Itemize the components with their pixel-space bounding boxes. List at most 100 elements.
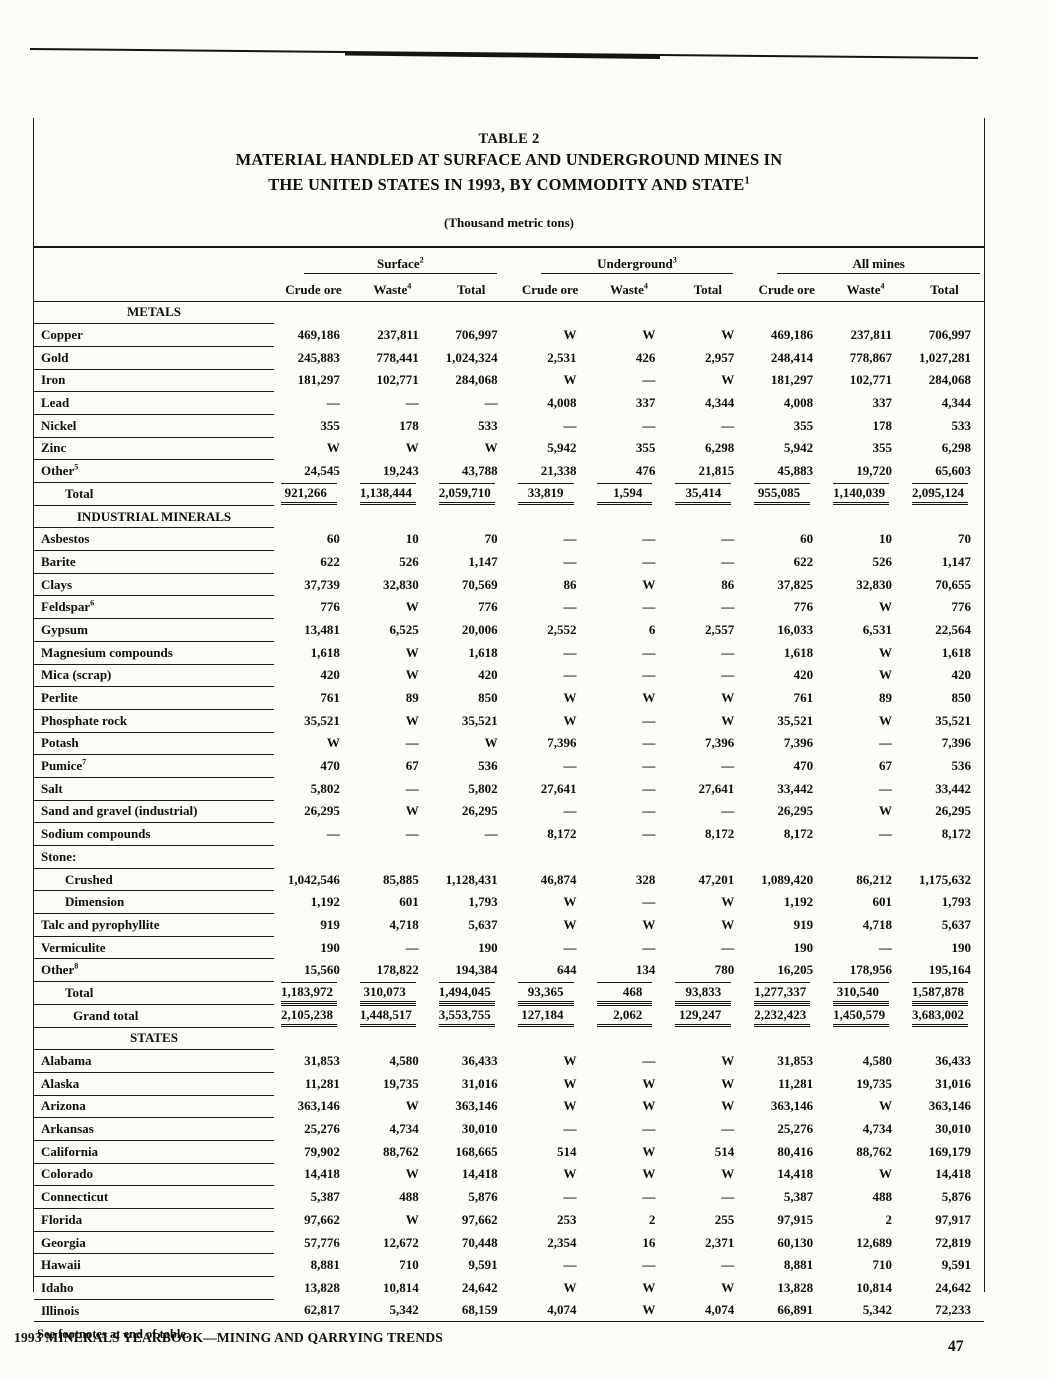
cell-value: 1,192	[310, 894, 340, 910]
cell-value: 43,788	[461, 463, 498, 479]
cell-value: —	[563, 1189, 577, 1205]
sub-column-header: Waste4	[826, 273, 905, 302]
cell-value: —	[405, 395, 419, 411]
cell-value: 2,957	[705, 349, 735, 365]
cell-value: —	[642, 667, 656, 683]
section-heading: STATES	[34, 1027, 274, 1051]
cell-value: 70,448	[461, 1234, 498, 1250]
cell-value: 86,212	[856, 871, 892, 887]
table-row: Connecticut 5,387 488 5,876 — — — 5,387 488 5,876	[34, 1185, 984, 1209]
cell-value: 2,059,710	[432, 482, 511, 506]
cell-value: 12,672	[383, 1234, 419, 1250]
cell-value: W	[642, 916, 656, 932]
cell-value: 8,881	[310, 1257, 340, 1273]
cell-value: —	[563, 1257, 577, 1273]
row-label: Talc and pyrophyllite	[34, 913, 274, 937]
cell-value: 2,062	[590, 1004, 669, 1027]
cell-value: W	[642, 1166, 656, 1182]
cell-value: 178,822	[376, 962, 419, 978]
table-row: Other8 15,560 178,822 194,384 644 134 780 16,20…	[34, 958, 984, 983]
cell-value: 536	[478, 758, 498, 774]
cell-value: 470	[793, 758, 814, 774]
cell-value: 1,277,337	[747, 981, 826, 1005]
empty-cell	[905, 1027, 984, 1050]
cell-value: 1,793	[941, 894, 971, 910]
cell-value: 355	[320, 417, 340, 433]
empty-cell	[747, 505, 826, 528]
row-label: Sand and gravel (industrial)	[34, 800, 274, 824]
cell-value: W	[879, 599, 892, 615]
row-label: Connecticut	[34, 1185, 274, 1209]
cell-value: 181,297	[770, 372, 814, 388]
table-row: Alabama 31,853 4,580 36,433 W — W 31,853 4,580 36…	[34, 1049, 984, 1073]
cell-value: 5,387	[310, 1189, 340, 1205]
cell-value: 26,295	[777, 803, 814, 819]
cell-value: 5,342	[352, 1299, 432, 1323]
cell-value: 47,201	[698, 871, 735, 887]
cell-value: 37,825	[777, 576, 814, 592]
cell-value: 31,853	[304, 1053, 340, 1069]
cell-value: 706,997	[928, 327, 971, 343]
cell-value: 5,802	[468, 780, 498, 796]
cell-value: 190	[951, 939, 972, 955]
cell-value: —	[563, 553, 577, 569]
cell-value: 178	[872, 417, 893, 433]
cell-value: W	[326, 735, 340, 751]
cell-value: 2,371	[705, 1234, 735, 1250]
row-label: Sodium compounds	[34, 822, 274, 846]
table-row: Florida 97,662 W 97,662 253 2 255 97,915 2 97,917	[34, 1208, 984, 1232]
row-label: Magnesium compounds	[34, 641, 274, 665]
cell-value: 169,179	[928, 1143, 971, 1159]
cell-value: 26,295	[304, 803, 340, 819]
cell-value: 88,762	[383, 1143, 419, 1159]
row-label: Salt	[34, 777, 274, 801]
cell-value: 284,068	[928, 372, 971, 388]
cell-value	[274, 846, 353, 869]
section-heading-row: STATES	[34, 1027, 984, 1051]
cell-value: —	[642, 735, 656, 751]
cell-value	[511, 846, 590, 869]
cell-value: 6,525	[389, 621, 419, 637]
table-row: Sand and gravel (industrial) 26,295 W 26,29…	[34, 800, 984, 824]
row-label: Hawaii	[34, 1253, 274, 1278]
cell-value: 8,172	[547, 826, 577, 842]
table-row: Lead — — — 4,008 337 4,344 4,008 337 4,344	[34, 391, 984, 415]
table-row: Talc and pyrophyllite 919 4,718 5,637 W W W 919…	[34, 913, 984, 937]
page-number: 47	[948, 1338, 964, 1355]
cell-value: 70	[958, 531, 971, 547]
cell-value: W	[563, 1098, 577, 1114]
cell-value: —	[879, 939, 892, 955]
cell-value: 31,016	[935, 1075, 971, 1091]
cell-value: 2,552	[547, 621, 577, 637]
cell-value: 7,396	[705, 735, 735, 751]
cell-value: 5,387	[783, 1189, 814, 1205]
cell-value: 248,414	[770, 349, 814, 365]
cell-value: 776	[793, 599, 814, 615]
row-label: Arkansas	[34, 1117, 274, 1141]
cell-value: —	[721, 1121, 735, 1137]
row-label: Crushed	[34, 868, 274, 892]
cell-value: 9,591	[468, 1257, 498, 1273]
cell-value: 514	[714, 1143, 735, 1159]
cell-value: 36,433	[461, 1053, 498, 1069]
cell-value: W	[879, 644, 892, 660]
section-heading: METALS	[34, 301, 274, 325]
cell-value: —	[721, 599, 735, 615]
cell-value: 1,594	[590, 482, 669, 506]
table-row: Grand total 2,105,238 1,448,517 3,553,755 12…	[34, 1004, 984, 1028]
cell-value: 5,942	[547, 440, 577, 456]
cell-value: 310,073	[353, 981, 432, 1005]
table-row: Potash W — W 7,396 — 7,396 7,396 — 7,396	[34, 732, 984, 756]
cell-value: 11,281	[304, 1075, 340, 1091]
cell-value: 1,147	[468, 553, 498, 569]
table-row: Other5 24,545 19,243 43,788 21,338 476 21,815 4…	[34, 459, 984, 483]
cell-value: 919	[320, 916, 340, 932]
cell-value: W	[721, 372, 735, 388]
cell-value: W	[405, 803, 419, 819]
cell-value: —	[721, 1257, 735, 1273]
cell-value: —	[721, 803, 735, 819]
table-row: Alaska 11,281 19,735 31,016 W W W 11,281 19,735 3…	[34, 1072, 984, 1096]
cell-value: 1,618	[941, 644, 971, 660]
cell-value: 363,146	[297, 1098, 340, 1114]
